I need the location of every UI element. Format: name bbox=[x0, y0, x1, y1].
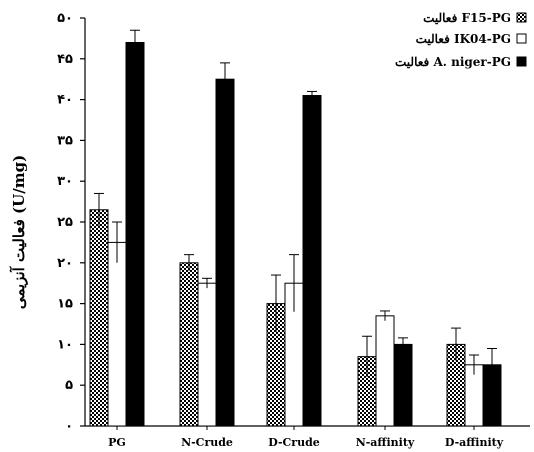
y-tick-label: ۲۰ bbox=[57, 256, 73, 271]
y-tick-label: ۱۵ bbox=[57, 297, 73, 312]
axes: ۰ ۵ ۱۰ ۱۵ ۲۰ ۲۵ ۳۰ ۳۵ ۴۰ ۴۵ ۵۰ PG N-Crude D-Crude N-af… bbox=[9, 11, 530, 449]
y-tick-label: ۵ bbox=[65, 378, 73, 393]
legend-label: فعالیت F15-PG bbox=[423, 11, 511, 25]
y-tick-label: ۴۵ bbox=[57, 52, 73, 67]
y-tick-label: ۵۰ bbox=[57, 11, 73, 26]
y-tick-label: ۳۵ bbox=[57, 133, 73, 148]
x-tick-label: N-affinity bbox=[356, 436, 415, 449]
bar-1-n-crude bbox=[179, 262, 199, 427]
x-tick-label: PG bbox=[108, 436, 126, 449]
y-axis-label: فعالیت آنزیمی (U/mg) bbox=[9, 155, 28, 309]
x-tick-label: D-Crude bbox=[268, 436, 320, 449]
legend: فعالیت F15-PG فعالیت IK04-PG فعالیت A. nig… bbox=[395, 11, 527, 69]
y-tick-label: ۰ bbox=[65, 419, 73, 434]
bar-1-pg bbox=[89, 209, 109, 427]
y-tick-label: ۴۰ bbox=[57, 93, 73, 108]
x-tick-label: D-affinity bbox=[445, 436, 504, 449]
legend-swatch bbox=[516, 56, 527, 67]
x-tick-label: N-Crude bbox=[181, 436, 233, 449]
bar-3-pg bbox=[125, 41, 145, 427]
y-tick-label: ۳۰ bbox=[57, 174, 73, 189]
legend-swatch bbox=[516, 33, 527, 44]
bar-3-d-crude bbox=[302, 95, 322, 427]
bar-2-n-affinity bbox=[375, 315, 395, 427]
y-tick-label: ۱۰ bbox=[57, 337, 73, 352]
legend-label: فعالیت A. niger-PG bbox=[395, 55, 511, 69]
bar-2-n-crude bbox=[197, 282, 217, 427]
bar-3-n-affinity bbox=[393, 343, 413, 427]
bar-3-n-crude bbox=[215, 78, 235, 427]
y-tick-label: ۲۵ bbox=[57, 215, 73, 230]
legend-label: فعالیت IK04-PG bbox=[416, 32, 511, 46]
legend-swatch bbox=[516, 12, 527, 23]
bar-2-pg bbox=[107, 241, 127, 427]
bars bbox=[89, 29, 502, 427]
